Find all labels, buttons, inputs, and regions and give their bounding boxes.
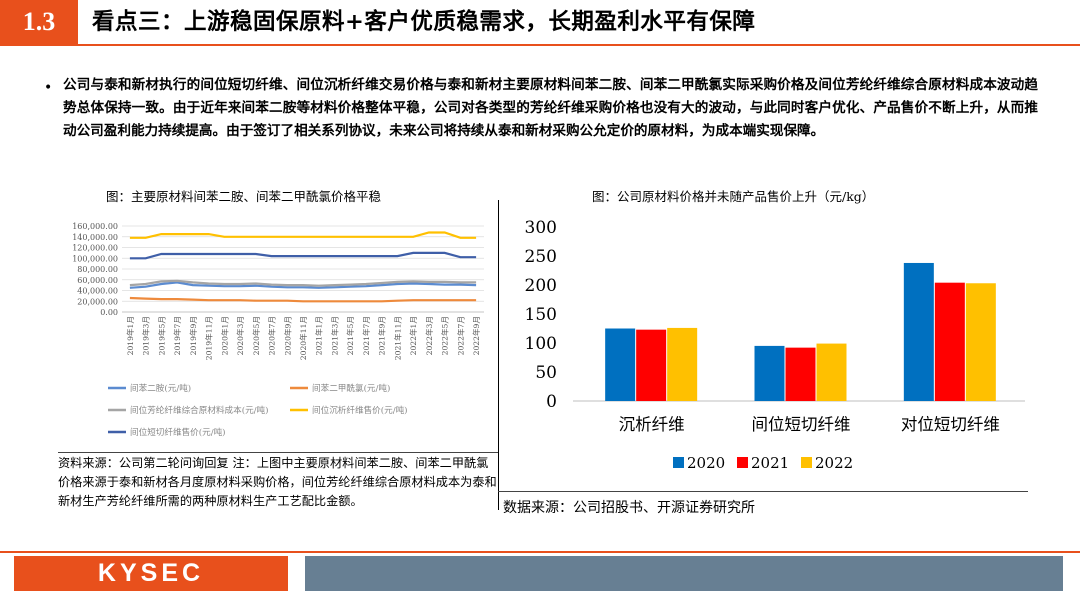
category-label: 沉析纤维 xyxy=(619,415,685,434)
y-tick-label: 120,000.00 xyxy=(72,244,118,253)
y-tick-label: 50 xyxy=(535,363,557,383)
x-tick-label: 2022年9月 xyxy=(471,316,481,355)
series-line xyxy=(129,231,477,239)
bullet-marker: • xyxy=(44,80,53,96)
x-tick-label: 2019年3月 xyxy=(141,316,151,355)
x-tick-label: 2020年7月 xyxy=(267,316,277,355)
bar xyxy=(816,343,847,401)
legend-label: 2020 xyxy=(687,454,725,472)
raw-material-price-line-chart: 160,000.00 140,000.00 120,000.00100,000.00… xyxy=(72,222,484,438)
x-tick-label: 2019年1月 xyxy=(125,316,135,355)
left-chart-source-note: 资料来源：公司第二轮问询回复 注：上图中主要原材料间苯二胺、间苯二甲酰氯价格来源… xyxy=(58,456,497,508)
legend-swatch xyxy=(801,457,812,468)
x-tick-label: 2022年1月 xyxy=(408,316,418,355)
bar xyxy=(754,345,785,401)
y-tick-label: 60,000.00 xyxy=(77,276,118,285)
legend-label: 间苯二胺(元/吨) xyxy=(130,382,191,394)
left-chart-caption: 图：主要原材料间苯二胺、间苯二甲酰氯价格平稳 xyxy=(106,189,382,204)
section-number-badge: 1.3 xyxy=(0,0,78,44)
footer-bar xyxy=(305,556,1063,591)
x-tick-label: 2019年11月 xyxy=(204,316,214,360)
x-tick-label: 2022年3月 xyxy=(424,316,434,355)
x-tick-label: 2020年11月 xyxy=(298,316,308,360)
legend-label: 间位芳纶纤维综合原材料成本(元/吨) xyxy=(130,404,269,416)
x-tick-label: 2022年5月 xyxy=(440,316,450,355)
bar xyxy=(903,262,934,401)
category-label: 间位短切纤维 xyxy=(752,415,851,434)
y-tick-label: 100 xyxy=(525,334,557,354)
x-tick-label: 2020年1月 xyxy=(219,316,229,355)
x-tick-label: 2021年3月 xyxy=(329,316,339,355)
legend-swatch xyxy=(673,457,684,468)
y-tick-label: 100,000.00 xyxy=(72,254,118,263)
x-tick-label: 2021年5月 xyxy=(345,316,355,355)
x-tick-label: 2021年11月 xyxy=(392,316,402,360)
title-divider xyxy=(0,44,1080,46)
series-line xyxy=(129,279,477,287)
bar xyxy=(934,282,965,401)
footer-divider xyxy=(0,551,1080,553)
x-tick-label: 2022年7月 xyxy=(455,316,465,355)
bar xyxy=(605,328,636,401)
y-tick-label: 200 xyxy=(525,276,557,296)
x-tick-label: 2019年5月 xyxy=(156,316,166,355)
vertical-divider xyxy=(498,200,499,510)
y-tick-label: 150 xyxy=(525,305,557,325)
category-label: 对位短切纤维 xyxy=(901,415,1000,434)
y-tick-label: 250 xyxy=(525,247,557,267)
y-tick-label: 300 xyxy=(525,218,557,238)
right-chart-source: 数据来源：公司招股书、开源证券研究所 xyxy=(503,500,755,516)
y-tick-label: 140,000.00 xyxy=(72,233,118,242)
legend-label: 间位短切纤维售价(元/吨) xyxy=(130,426,226,438)
bar xyxy=(667,327,698,401)
x-tick-label: 2020年9月 xyxy=(282,316,292,355)
y-tick-label: 20,000.00 xyxy=(77,297,118,306)
y-tick-label: 0.00 xyxy=(100,308,118,317)
right-chart-caption: 图：公司原材料价格并未随产品售价上升（元/kg） xyxy=(592,189,875,204)
bar xyxy=(785,347,816,401)
bar xyxy=(965,283,996,401)
slide-title: 看点三：上游稳固保原料+客户优质稳需求，长期盈利水平有保障 xyxy=(92,9,756,35)
x-tick-label: 2020年5月 xyxy=(251,316,261,355)
series-line xyxy=(129,251,477,260)
y-tick-label: 40,000.00 xyxy=(77,287,118,296)
x-tick-label: 2021年1月 xyxy=(314,316,324,355)
x-tick-label: 2019年7月 xyxy=(172,316,182,355)
x-tick-label: 2019年9月 xyxy=(188,316,198,355)
x-tick-label: 2021年9月 xyxy=(377,316,387,355)
legend-label: 间苯二甲酰氯(元/吨) xyxy=(312,382,390,394)
y-tick-label: 0 xyxy=(546,392,557,412)
series-line xyxy=(129,296,477,303)
left-note-divider xyxy=(58,452,498,453)
y-tick-label: 160,000.00 xyxy=(72,222,118,231)
legend-label: 2022 xyxy=(815,454,853,472)
price-comparison-bar-chart: 0 50 100 150 200 250 300 沉析纤维 间位短切纤维 对位短切纤维 2020 20… xyxy=(525,218,1025,472)
legend-swatch xyxy=(737,457,748,468)
kysec-logo: KYSEC xyxy=(14,556,288,591)
right-source-divider xyxy=(498,491,1028,492)
legend-label: 2021 xyxy=(751,454,789,472)
bullet-paragraph: 公司与泰和新材执行的间位短切纤维、间位沉析纤维交易价格与泰和新材主要原材料间苯二… xyxy=(63,77,1038,139)
y-tick-label: 80,000.00 xyxy=(77,265,118,274)
bar xyxy=(636,329,667,401)
x-tick-label: 2021年7月 xyxy=(361,316,371,355)
legend-label: 间位沉析纤维售价(元/吨) xyxy=(312,404,408,416)
series-line xyxy=(129,281,477,289)
x-tick-label: 2020年3月 xyxy=(235,316,245,355)
